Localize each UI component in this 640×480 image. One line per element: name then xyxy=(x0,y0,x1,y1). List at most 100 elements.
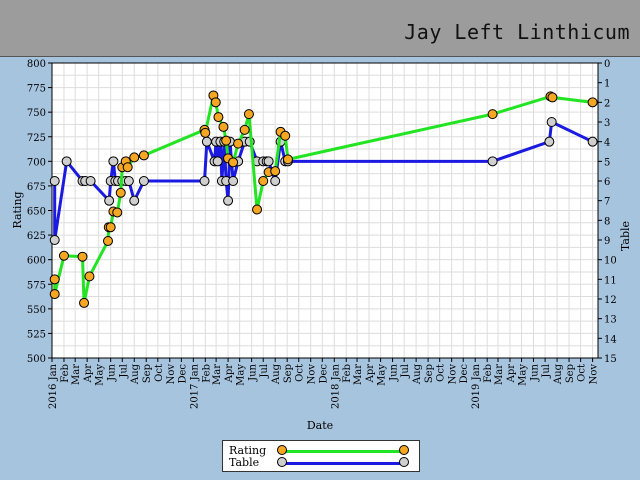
data-point-table xyxy=(129,195,140,206)
x-tick-label: 2019 Jan xyxy=(471,363,482,409)
y-tick-label-right: 5 xyxy=(604,157,610,168)
data-point-rating xyxy=(79,297,90,308)
x-tick-label: Feb xyxy=(60,364,71,383)
data-point-rating xyxy=(221,135,232,146)
x-tick-label: Mar xyxy=(353,364,364,385)
data-point-rating xyxy=(129,152,140,163)
x-tick-label: Aug xyxy=(553,363,564,385)
legend-label-table: Table xyxy=(229,456,260,469)
x-tick-label: Feb xyxy=(483,364,494,383)
data-point-rating xyxy=(252,204,263,215)
x-tick-label: Jul xyxy=(400,364,411,379)
x-tick-label: Aug xyxy=(130,363,141,385)
data-point-rating xyxy=(138,150,149,161)
x-tick-label: Mar xyxy=(71,364,82,385)
x-tick-label: Nov xyxy=(166,364,177,385)
data-point-table xyxy=(123,176,134,186)
data-point-table xyxy=(49,235,60,245)
legend-marker-rating-start xyxy=(277,445,287,455)
data-point-rating xyxy=(243,109,254,120)
data-point-rating xyxy=(547,92,558,103)
x-tick-label: May xyxy=(95,364,106,386)
y-tick-label-left: 725 xyxy=(27,133,46,144)
data-point-rating xyxy=(84,271,95,282)
data-point-rating xyxy=(270,166,281,177)
x-tick-label: Oct xyxy=(154,364,165,382)
legend-label-rating: Rating xyxy=(229,444,267,457)
x-tick-label: Mar xyxy=(212,364,223,385)
y-axis-label-right: Table xyxy=(619,221,632,251)
data-point-rating xyxy=(200,127,211,138)
x-tick-label: May xyxy=(236,364,247,386)
x-tick-label: Jun xyxy=(389,363,400,381)
legend-swatch-table xyxy=(281,462,403,465)
x-tick-label: Oct xyxy=(436,364,447,382)
x-tick-label: Jun xyxy=(107,363,118,381)
x-tick-label: Sep xyxy=(142,364,153,383)
y-tick-label-left: 650 xyxy=(27,207,46,218)
data-point-rating xyxy=(112,207,123,218)
legend-marker-rating-end xyxy=(399,445,409,455)
data-point-rating xyxy=(239,124,250,135)
x-tick-label: 2017 Jan xyxy=(189,363,200,409)
y-tick-label-right: 11 xyxy=(604,275,617,286)
x-tick-label: Sep xyxy=(283,364,294,383)
y-tick-label-right: 14 xyxy=(604,334,617,345)
x-tick-label: Aug xyxy=(271,363,282,385)
data-point-table xyxy=(212,156,223,167)
data-point-table xyxy=(85,176,96,186)
y-tick-label-right: 15 xyxy=(604,354,617,365)
data-point-table xyxy=(544,136,555,147)
data-point-table xyxy=(487,156,498,167)
y-tick-label-right: 1 xyxy=(604,79,610,90)
data-point-table xyxy=(546,117,557,127)
data-point-rating xyxy=(115,187,126,198)
y-tick-label-right: 13 xyxy=(604,315,617,326)
y-tick-label-right: 2 xyxy=(604,98,610,109)
data-point-rating xyxy=(213,112,224,123)
data-point-rating xyxy=(228,157,239,168)
series-layer xyxy=(49,89,598,308)
x-tick-label: Feb xyxy=(201,364,212,383)
data-point-rating xyxy=(258,176,269,186)
data-point-rating xyxy=(105,222,116,233)
x-tick-label: Oct xyxy=(295,364,306,382)
header-bar: Jay Left Linthicum xyxy=(0,0,640,57)
x-tick-label: Aug xyxy=(412,363,423,385)
y-tick-label-right: 4 xyxy=(604,138,610,149)
data-point-table xyxy=(263,156,274,167)
data-point-rating xyxy=(587,97,598,108)
data-point-rating xyxy=(77,251,88,262)
player-name: Jay Left Linthicum xyxy=(404,20,630,44)
legend-marker-table-start xyxy=(277,457,287,467)
x-axis-label: Date xyxy=(307,419,333,432)
x-tick-label: Dec xyxy=(459,364,470,384)
x-tick-label: Apr xyxy=(365,364,376,384)
data-point-rating xyxy=(218,121,229,132)
legend: Rating Table xyxy=(222,440,420,472)
data-point-table xyxy=(587,136,598,147)
data-point-table xyxy=(61,156,72,167)
y-tick-label-left: 700 xyxy=(27,157,46,168)
x-tick-label: Jul xyxy=(118,364,129,379)
y-tick-label-right: 8 xyxy=(604,216,610,227)
data-point-rating xyxy=(102,235,113,246)
data-point-table xyxy=(49,176,60,186)
legend-swatch-rating xyxy=(281,450,403,453)
x-tick-label: May xyxy=(377,364,388,386)
x-tick-label: Sep xyxy=(565,364,576,383)
data-point-table xyxy=(199,176,210,186)
data-point-table xyxy=(138,176,149,186)
y-tick-label-left: 800 xyxy=(27,59,46,70)
data-point-rating xyxy=(49,289,60,300)
data-point-table xyxy=(104,195,115,206)
y-tick-label-left: 525 xyxy=(27,329,46,340)
y-axis-label-left: Rating xyxy=(11,191,24,228)
y-tick-label-right: 12 xyxy=(604,295,617,306)
x-tick-label: Nov xyxy=(589,364,600,385)
y-tick-label-left: 775 xyxy=(27,84,46,95)
x-tick-label: Nov xyxy=(307,364,318,385)
y-tick-label-left: 550 xyxy=(27,305,46,316)
x-tick-label: Dec xyxy=(177,364,188,384)
x-tick-label: 2018 Jan xyxy=(330,363,341,409)
